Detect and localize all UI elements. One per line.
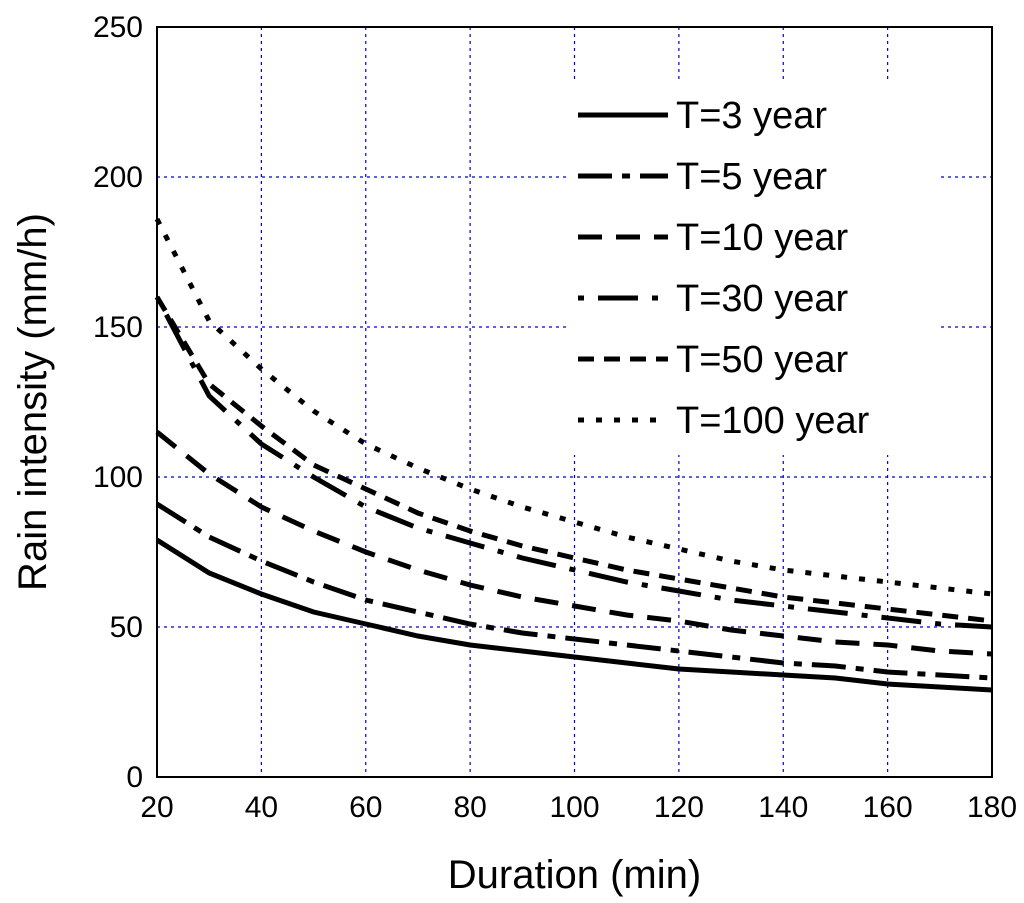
legend-label: T=100 year (676, 400, 870, 442)
x-tick-label: 100 (549, 791, 599, 824)
legend-label: T=3 year (676, 95, 827, 137)
x-tick-label: 140 (758, 791, 808, 824)
y-tick-labels: 0 50 100 150 200 250 (93, 11, 143, 794)
x-tick-labels: 20 40 60 80 100 120 140 160 180 (140, 791, 1017, 824)
y-tick-label: 250 (93, 11, 143, 44)
series-line-t-50-year (154, 295, 993, 624)
series-lines (154, 217, 993, 693)
x-tick-label: 160 (863, 791, 913, 824)
legend-background (568, 80, 938, 455)
series-line-t-5-year (155, 501, 993, 681)
x-tick-label: 40 (245, 791, 278, 824)
y-axis-title: Rain intensity (mm/h) (11, 213, 55, 591)
x-tick-label: 180 (967, 791, 1017, 824)
legend-label: T=10 year (676, 217, 848, 259)
legend: T=3 year T=5 year T=10 year T=30 year T=50 y… (568, 80, 938, 455)
y-tick-label: 100 (93, 461, 143, 494)
x-tick-label: 20 (140, 791, 173, 824)
x-axis-title: Duration (min) (448, 853, 701, 897)
y-tick-label: 0 (126, 761, 143, 794)
legend-label: T=5 year (676, 156, 827, 198)
x-tick-label: 80 (453, 791, 486, 824)
legend-label: T=50 year (676, 339, 848, 381)
x-tick-label: 60 (349, 791, 382, 824)
y-tick-label: 150 (93, 311, 143, 344)
y-tick-label: 200 (93, 161, 143, 194)
series-line-t-30-year (154, 295, 993, 630)
plot-frame (156, 26, 993, 778)
series-line-t-3-year (155, 537, 993, 693)
series-line-t-10-year (155, 430, 993, 657)
legend-label: T=30 year (676, 278, 848, 320)
y-tick-label: 50 (110, 611, 143, 644)
x-tick-label: 120 (654, 791, 704, 824)
